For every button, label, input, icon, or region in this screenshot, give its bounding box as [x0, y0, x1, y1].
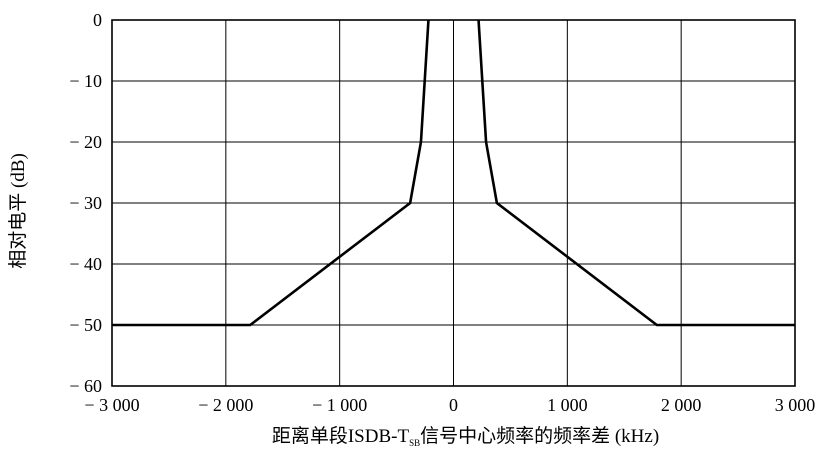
y-tick-label: − 50 — [69, 315, 102, 335]
tick-labels: − 3 000 − 2 000 − 1 000 0 1 000 2 000 3 000 0 − … — [69, 10, 815, 415]
series-line — [112, 19, 430, 327]
y-tick-label: − 10 — [69, 71, 102, 91]
y-axis-title: 相对电平 (dB) — [7, 153, 29, 269]
x-axis-title-rest: 信号中心频率的频率差 (kHz) — [420, 425, 659, 447]
x-tick-label: 3 000 — [775, 395, 816, 415]
y-tick-label: − 40 — [69, 254, 102, 274]
plot-frame — [111, 19, 796, 387]
x-tick-label: 0 — [449, 395, 458, 415]
x-tick-label: − 1 000 — [312, 395, 367, 415]
y-tick-label: − 60 — [69, 376, 102, 396]
x-tick-label: 1 000 — [547, 395, 588, 415]
series-group — [112, 19, 795, 327]
x-axis-title-subscript: SB — [409, 438, 420, 448]
series-line — [477, 19, 795, 327]
y-tick-label: − 20 — [69, 132, 102, 152]
y-tick-label: 0 — [93, 10, 102, 30]
grid — [111, 19, 796, 387]
x-tick-label: 2 000 — [661, 395, 702, 415]
x-axis-title-main: 距离单段ISDB-T — [272, 425, 410, 447]
x-tick-label: − 2 000 — [198, 395, 253, 415]
x-axis-title: 距离单段ISDB-TSB信号中心频率的频率差 (kHz) — [272, 425, 659, 448]
y-tick-label: − 30 — [69, 193, 102, 213]
x-tick-label: − 3 000 — [84, 395, 139, 415]
